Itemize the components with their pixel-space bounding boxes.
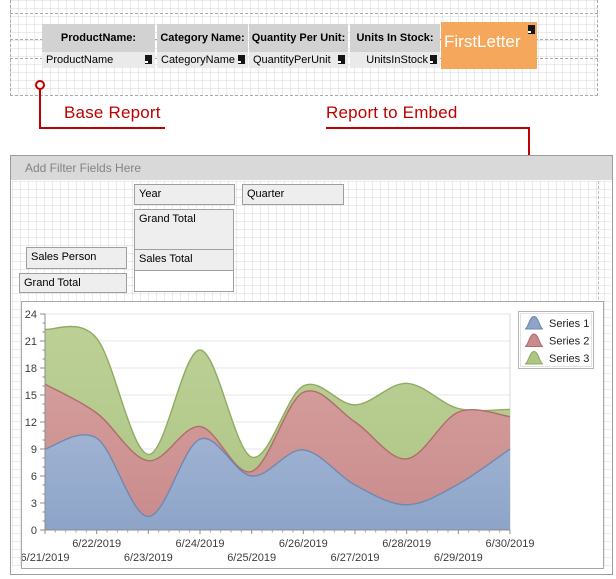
legend-box-inner [520,313,592,367]
x-axis-label: 6/29/2019 [434,552,483,564]
firstletter-label: FirstLetter [444,32,521,51]
data-cell-quantityperunit[interactable]: QuantityPerUnit [249,52,348,68]
x-axis-label: 6/21/2019 [22,552,69,564]
y-axis-label: 24 [25,309,37,321]
chart-control[interactable]: 0 3 6 9 12 15 18 21 24 6/21/2019 6/22/2019 6/23/201… [21,301,604,569]
smart-tag-icon[interactable] [338,55,345,64]
field-label: UnitsInStock [366,54,428,66]
band-separator-top [10,13,598,14]
data-cell-categoryname[interactable]: CategoryName [157,52,248,68]
x-axis-label: 6/25/2019 [227,552,276,564]
embedded-report-panel[interactable]: Add Filter Fields Here Year Quarter Gran… [10,155,613,575]
callout-label-report-to-embed: Report to Embed [326,103,458,122]
smart-tag-icon[interactable] [145,55,152,64]
area-series-2 [45,384,510,530]
x-axis-label: 6/26/2019 [279,538,328,550]
x-axis-label: 6/22/2019 [72,538,121,550]
x-axis-label: 6/28/2019 [382,538,431,550]
area-outline-series-3 [44,325,511,458]
callout-line-embed-vertical [528,127,530,156]
y-axis-label: 12 [25,417,37,429]
pivot-row-grand-total[interactable]: Grand Total [19,273,127,293]
area-outline-series-1 [44,434,511,518]
legend-label-series-3: Series 3 [549,353,589,365]
pivot-data-cell-empty[interactable] [134,270,234,292]
callout-line-base-vertical [39,89,41,129]
pivot-column-grand-total[interactable]: Grand Total [134,209,234,250]
pivot-row-field-sales-person[interactable]: Sales Person [26,247,127,269]
formatted-cell-firstletter[interactable]: FirstLetter [441,22,537,52]
field-label: QuantityPerUnit [253,54,331,66]
legend-marker-series-2 [524,333,544,347]
x-axis-label: 6/30/2019 [486,538,535,550]
y-axis-label: 18 [25,363,37,375]
data-cell-productname[interactable]: ProductName [42,52,155,68]
header-cell-categoryname[interactable]: Category Name: [157,24,248,52]
base-report-band: ProductName: Category Name: Quantity Per… [10,0,598,96]
band-separator-bottom [10,95,598,96]
area-chart: 0 3 6 9 12 15 18 21 24 6/21/20196/22/20196/23/201… [21,309,594,564]
smart-tag-icon[interactable] [528,25,535,34]
callout-line-embed-underline [326,127,530,129]
legend-marker-series-1 [524,315,544,330]
pivot-filter-area[interactable]: Add Filter Fields Here [11,156,612,180]
pivot-data-field-sales-total[interactable]: Sales Total [134,249,234,271]
band-left-edge [10,0,11,96]
header-cell-unitsinstock[interactable]: Units In Stock: [350,24,440,52]
pivot-column-field-year[interactable]: Year [134,184,235,205]
formatted-data-cell[interactable] [441,52,537,69]
x-axis-label: 6/24/2019 [176,538,225,550]
legend-marker-series-3 [524,350,544,365]
x-axis-label: 6/27/2019 [331,552,380,564]
legend-label-series-1: Series 1 [549,318,589,330]
y-axis-label: 0 [31,525,37,537]
data-cell-unitsinstock[interactable]: UnitsInStock [350,52,440,68]
header-cell-productname[interactable]: ProductName: [42,24,155,52]
header-cell-quantityperunit[interactable]: Quantity Per Unit: [249,24,348,52]
pivot-column-field-quarter[interactable]: Quarter [242,184,344,205]
smart-tag-icon[interactable] [238,55,245,64]
smart-tag-icon[interactable] [430,55,437,64]
x-axis-label: 6/23/2019 [124,552,173,564]
legend-label-series-2: Series 2 [549,336,589,348]
y-axis-label: 15 [25,390,37,402]
area-outline-series-2 [44,383,511,473]
callout-line-base-underline [39,127,165,129]
y-axis-label: 9 [31,444,37,456]
y-axis-label: 6 [31,471,37,483]
y-axis-label: 21 [25,336,37,348]
callout-label-base-report: Base Report [64,103,161,122]
field-label: ProductName [46,54,114,66]
y-axis-label: 3 [31,498,37,510]
band-right-edge [597,0,598,96]
field-label: CategoryName [161,54,235,66]
